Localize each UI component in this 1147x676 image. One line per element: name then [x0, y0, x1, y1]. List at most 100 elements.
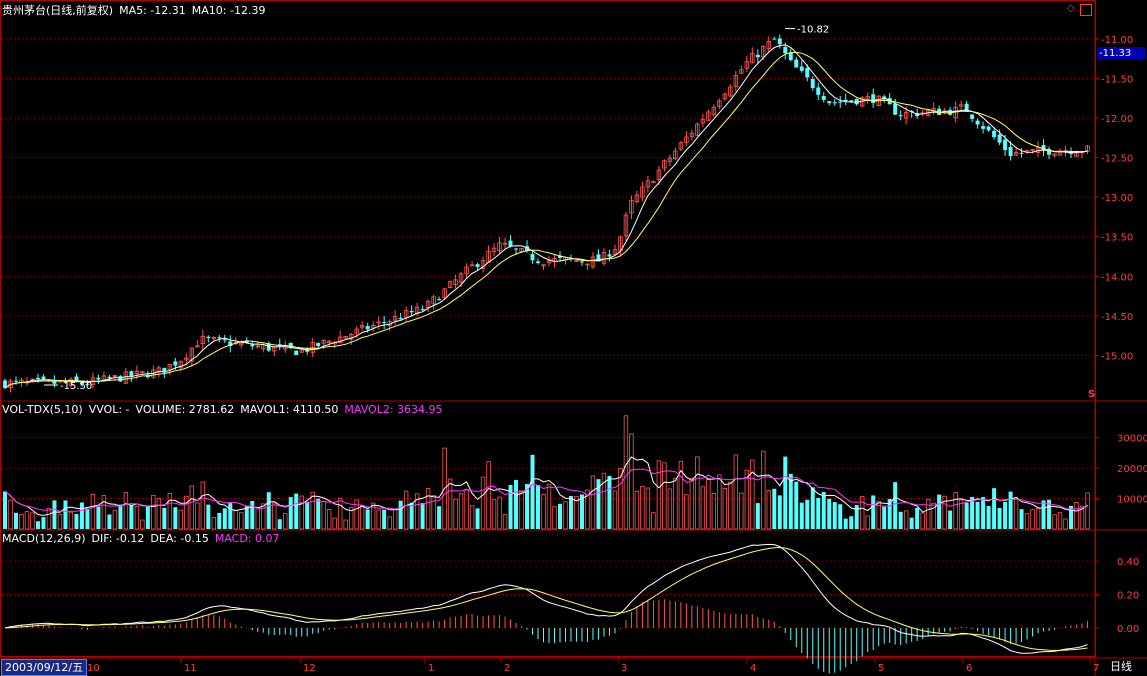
- volume-bar: [739, 492, 744, 530]
- volume-bar: [74, 514, 79, 529]
- volume-bar: [525, 484, 530, 529]
- volume-bar: [1047, 499, 1052, 529]
- volume-bar: [134, 505, 140, 530]
- candle-body: [184, 357, 189, 361]
- candle-body: [316, 342, 321, 347]
- candle-body: [601, 251, 607, 264]
- volume-bar: [277, 519, 282, 529]
- volume-bar: [30, 512, 35, 530]
- volume-bar: [184, 495, 189, 530]
- volume-bar: [442, 447, 447, 530]
- candle-body: [981, 126, 986, 129]
- volume-bar: [871, 495, 876, 529]
- month-label: 2: [504, 663, 510, 674]
- current-price-tag: -11.33: [1097, 47, 1145, 60]
- candle-body: [420, 309, 425, 311]
- volume-bar: [24, 511, 30, 530]
- volume-bar: [700, 486, 706, 530]
- price-axis-label: -14.50: [1101, 312, 1133, 323]
- volume-bar: [382, 509, 387, 529]
- candle-body: [3, 380, 7, 388]
- candle-body: [711, 106, 717, 116]
- candle-body: [464, 266, 469, 274]
- month-label: 3: [621, 663, 627, 674]
- volume-bar: [101, 495, 107, 530]
- price-axis-label: -13.50: [1101, 233, 1133, 244]
- candle-body: [662, 160, 667, 169]
- candle-body: [41, 376, 46, 380]
- candle-body: [623, 214, 629, 237]
- volume-bar: [656, 460, 662, 530]
- volume-bar: [876, 500, 881, 530]
- volume-bar: [167, 492, 173, 530]
- candle-body: [596, 254, 601, 262]
- candle-body: [453, 279, 458, 286]
- price-axis-label: -12.00: [1101, 114, 1133, 125]
- volume-bar: [843, 518, 848, 529]
- high-annotation: -10.82: [797, 25, 829, 36]
- volume-bar: [195, 502, 200, 530]
- candle-body: [382, 321, 387, 323]
- volume-bar: [832, 502, 837, 529]
- candle-body: [805, 67, 810, 78]
- volume-bar: [469, 505, 475, 530]
- price-axis-label: -14.00: [1101, 272, 1133, 283]
- volume-bar: [799, 502, 804, 529]
- volume-bar: [1041, 500, 1046, 529]
- candle-body: [129, 371, 134, 377]
- candle-body: [354, 328, 359, 334]
- ma5-value: MA5: -12.31: [119, 4, 186, 17]
- macd-axis-label: 0.40: [1117, 557, 1139, 568]
- candle-body: [893, 103, 898, 115]
- candle-body: [13, 380, 18, 382]
- candle-body: [52, 381, 57, 384]
- volume-bar: [986, 506, 991, 529]
- volume-bar: [805, 499, 810, 529]
- candle-body: [728, 86, 733, 97]
- price-axis-label: -13.00: [1101, 193, 1133, 204]
- month-label: 12: [303, 663, 316, 674]
- candle-body: [217, 337, 222, 339]
- candle-body: [656, 169, 662, 181]
- candle-body: [376, 321, 381, 324]
- volume-bar: [189, 485, 195, 530]
- dif-value: DIF: -0.12: [91, 532, 145, 545]
- corner-diamond-icon[interactable]: ◇: [1067, 3, 1075, 14]
- volume-bar: [623, 415, 629, 530]
- candle-body: [673, 150, 678, 160]
- candle-body: [327, 340, 332, 344]
- macd-axis-label: 0.20: [1117, 591, 1139, 602]
- volume-bar: [1074, 502, 1079, 530]
- candle-body: [85, 383, 90, 385]
- period-selector[interactable]: 日线: [1110, 660, 1132, 673]
- candle-body: [997, 134, 1002, 143]
- volume-axis-label: 20000: [1117, 464, 1147, 475]
- mavol2-line: [4, 468, 1088, 512]
- month-label: 6: [966, 663, 972, 674]
- candle-body: [574, 260, 579, 262]
- maximize-box-icon[interactable]: [1080, 4, 1092, 16]
- volume-bar: [475, 508, 480, 529]
- low-annotation: -15.50: [60, 381, 92, 392]
- volume-bar: [997, 507, 1002, 529]
- candle-body: [167, 363, 173, 371]
- volume-bar: [953, 492, 958, 530]
- candle-body: [200, 335, 206, 345]
- volume-bar: [733, 454, 739, 530]
- candle-body: [903, 111, 909, 119]
- price-axis-label: -11.00: [1101, 35, 1133, 46]
- volume-bar: [305, 501, 310, 529]
- candle-body: [96, 377, 101, 380]
- candle-body: [398, 318, 403, 320]
- candle-body: [766, 41, 771, 50]
- volume-bar: [502, 513, 508, 530]
- candle-body: [799, 66, 804, 71]
- volume-bar: [1052, 514, 1057, 530]
- candle-body: [195, 345, 200, 348]
- candle-body: [788, 52, 793, 61]
- volume-bar: [755, 503, 760, 529]
- volume-bar: [13, 512, 18, 529]
- macd-axis-label: 0.00: [1117, 624, 1139, 635]
- volume-bar: [514, 479, 519, 529]
